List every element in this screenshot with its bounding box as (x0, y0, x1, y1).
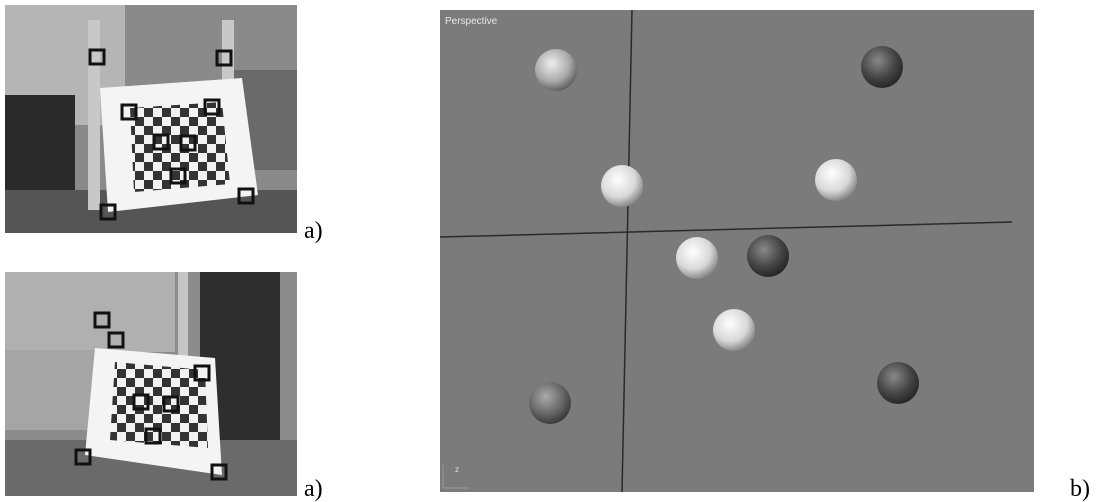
photo-bottom (5, 272, 297, 496)
viewport-label: Perspective (445, 16, 498, 27)
axis-label: z (455, 465, 459, 474)
render-viewport: Perspective z (440, 10, 1034, 492)
panel-label: a) (304, 476, 323, 502)
panel-label: b) (1070, 476, 1090, 502)
panel-label: a) (304, 218, 323, 244)
photo-top (5, 5, 297, 233)
figure: a) a) Perspective z (0, 0, 1100, 502)
